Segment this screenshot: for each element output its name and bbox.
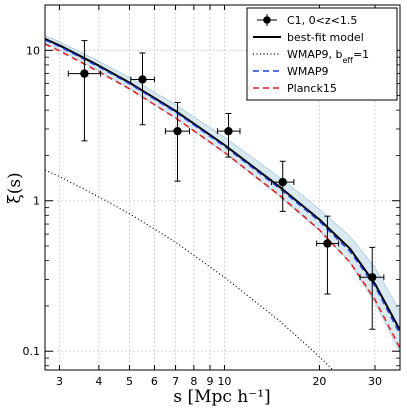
x-tick-label: 30: [368, 375, 382, 388]
data-point: [164, 101, 191, 182]
legend-entry: C1, 0<z<1.5: [257, 14, 357, 27]
legend-swatch: [263, 16, 271, 24]
series-line-wmap9: [45, 39, 400, 335]
x-axis-label: s [Mpc h⁻¹]: [173, 387, 270, 407]
legend-label: C1, 0<z<1.5: [287, 14, 357, 27]
data-point: [271, 160, 295, 212]
data-marker: [224, 126, 233, 136]
series-line-best-fit-model: [45, 37, 400, 331]
y-axis-label: ξ(s): [5, 172, 25, 203]
data-point: [216, 113, 241, 158]
y-tick-label: 10: [26, 44, 40, 57]
x-tick-label: 3: [56, 375, 63, 388]
x-tick-label: 9: [207, 375, 214, 388]
x-tick-label: 5: [126, 375, 133, 388]
legend-box: [246, 7, 398, 101]
data-marker: [368, 273, 377, 282]
legend-entry: best-fit model: [253, 31, 364, 44]
plot-frame: [44, 4, 401, 371]
x-tick-label: 4: [95, 375, 102, 388]
data-point: [359, 246, 385, 330]
legend-label: Planck15: [287, 82, 337, 95]
x-tick-label: 8: [190, 375, 197, 388]
x-tick-label: 20: [312, 375, 326, 388]
x-tick-label: 6: [151, 375, 158, 388]
legend-entry: Planck15: [253, 82, 337, 95]
y-tick-label: 0.1: [23, 345, 41, 358]
legend-label: best-fit model: [287, 31, 364, 44]
legend-label: WMAP9: [287, 65, 329, 78]
y-tick-label: 1: [33, 195, 40, 208]
data-marker: [278, 177, 287, 187]
data-points: [67, 40, 385, 330]
data-marker: [323, 239, 332, 248]
data-point: [130, 52, 155, 126]
x-tick-label: 10: [217, 375, 231, 388]
series-line-wmap9-b-ff-1: [45, 169, 334, 370]
data-marker: [173, 126, 182, 136]
legend-entry: WMAP9: [253, 65, 329, 78]
series-line-planck15: [45, 43, 400, 349]
model-curves: [45, 37, 400, 370]
data-point: [316, 215, 340, 295]
data-marker: [138, 75, 147, 84]
x-tick-label: 7: [172, 375, 179, 388]
data-marker: [80, 69, 89, 78]
data-point: [67, 40, 102, 142]
